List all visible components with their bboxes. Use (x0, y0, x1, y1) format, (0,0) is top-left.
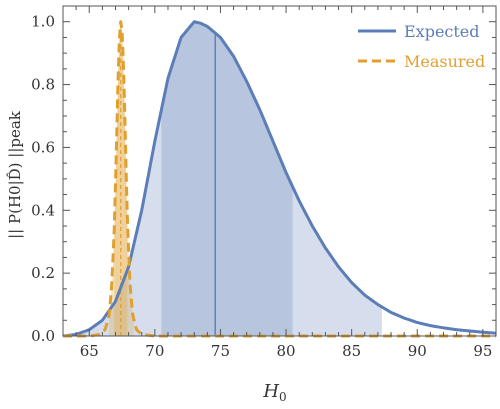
x-tick-label: 65 (80, 342, 99, 360)
y-tick-label: 0.4 (31, 201, 55, 219)
x-tick-label: 70 (145, 342, 164, 360)
legend-label-expected: Expected (404, 22, 480, 41)
x-tick-label: 80 (277, 342, 296, 360)
x-axis-label: H0 (262, 381, 286, 404)
x-tick-label: 85 (342, 342, 361, 360)
y-axis-label: || P(H0|D̂) ||peak (6, 110, 24, 239)
y-tick-labels: 0.0 0.2 0.4 0.6 0.8 1.0 (31, 13, 55, 345)
expected-curve (62, 20, 497, 338)
expected-outer-band (63, 21, 382, 336)
y-tick-label: 0.8 (31, 76, 55, 94)
y-tick-label: 0.0 (31, 327, 55, 345)
axis-ticks (62, 5, 497, 337)
legend: Expected Measured (358, 22, 485, 71)
x-tick-label: 75 (211, 342, 230, 360)
x-tick-label: 90 (408, 342, 427, 360)
legend-label-measured: Measured (404, 52, 485, 71)
y-tick-label: 0.2 (31, 264, 55, 282)
y-tick-label: 1.0 (31, 13, 55, 31)
plot-frame (62, 5, 497, 337)
expected-inner-band (161, 21, 293, 337)
x-tick-labels: 65 70 75 80 85 90 95 (80, 342, 493, 360)
x-tick-label: 95 (473, 342, 492, 360)
y-tick-label: 0.6 (31, 138, 55, 156)
